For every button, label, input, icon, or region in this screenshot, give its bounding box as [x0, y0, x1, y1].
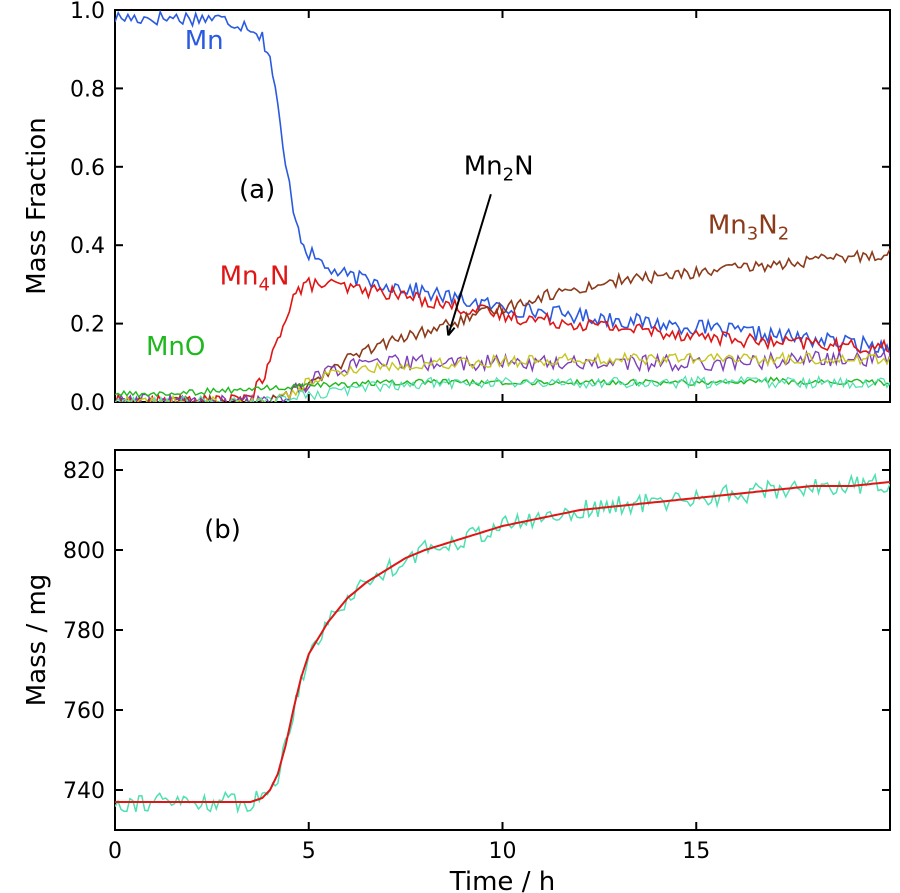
- svg-text:0: 0: [108, 839, 122, 864]
- svg-text:0.4: 0.4: [70, 234, 105, 259]
- series-MnO: [115, 378, 890, 397]
- svg-text:5: 5: [302, 839, 316, 864]
- svg-text:0.8: 0.8: [70, 77, 105, 102]
- label-mn3n2: Mn3N2: [708, 210, 789, 244]
- series-Mn4N: [115, 278, 890, 409]
- svg-text:740: 740: [63, 779, 105, 804]
- svg-text:760: 760: [63, 699, 105, 724]
- svg-text:15: 15: [682, 839, 710, 864]
- svg-text:Time / h: Time / h: [449, 867, 555, 893]
- svg-text:0.6: 0.6: [70, 156, 105, 181]
- label-mn: Mn: [185, 26, 224, 56]
- label-mno: MnO: [146, 332, 205, 362]
- svg-text:0.2: 0.2: [70, 313, 105, 338]
- svg-text:Mass Fraction: Mass Fraction: [22, 117, 52, 295]
- svg-text:(a): (a): [239, 175, 275, 205]
- svg-text:(b): (b): [204, 515, 241, 545]
- svg-text:800: 800: [63, 539, 105, 564]
- svg-text:820: 820: [63, 459, 105, 484]
- label-mn2n: Mn2N: [464, 152, 534, 186]
- svg-text:780: 780: [63, 619, 105, 644]
- svg-text:10: 10: [489, 839, 517, 864]
- svg-text:1.0: 1.0: [70, 0, 105, 24]
- label-mn4n: Mn4N: [220, 261, 290, 295]
- svg-text:0.0: 0.0: [70, 391, 105, 416]
- svg-text:Mass / mg: Mass / mg: [22, 574, 52, 707]
